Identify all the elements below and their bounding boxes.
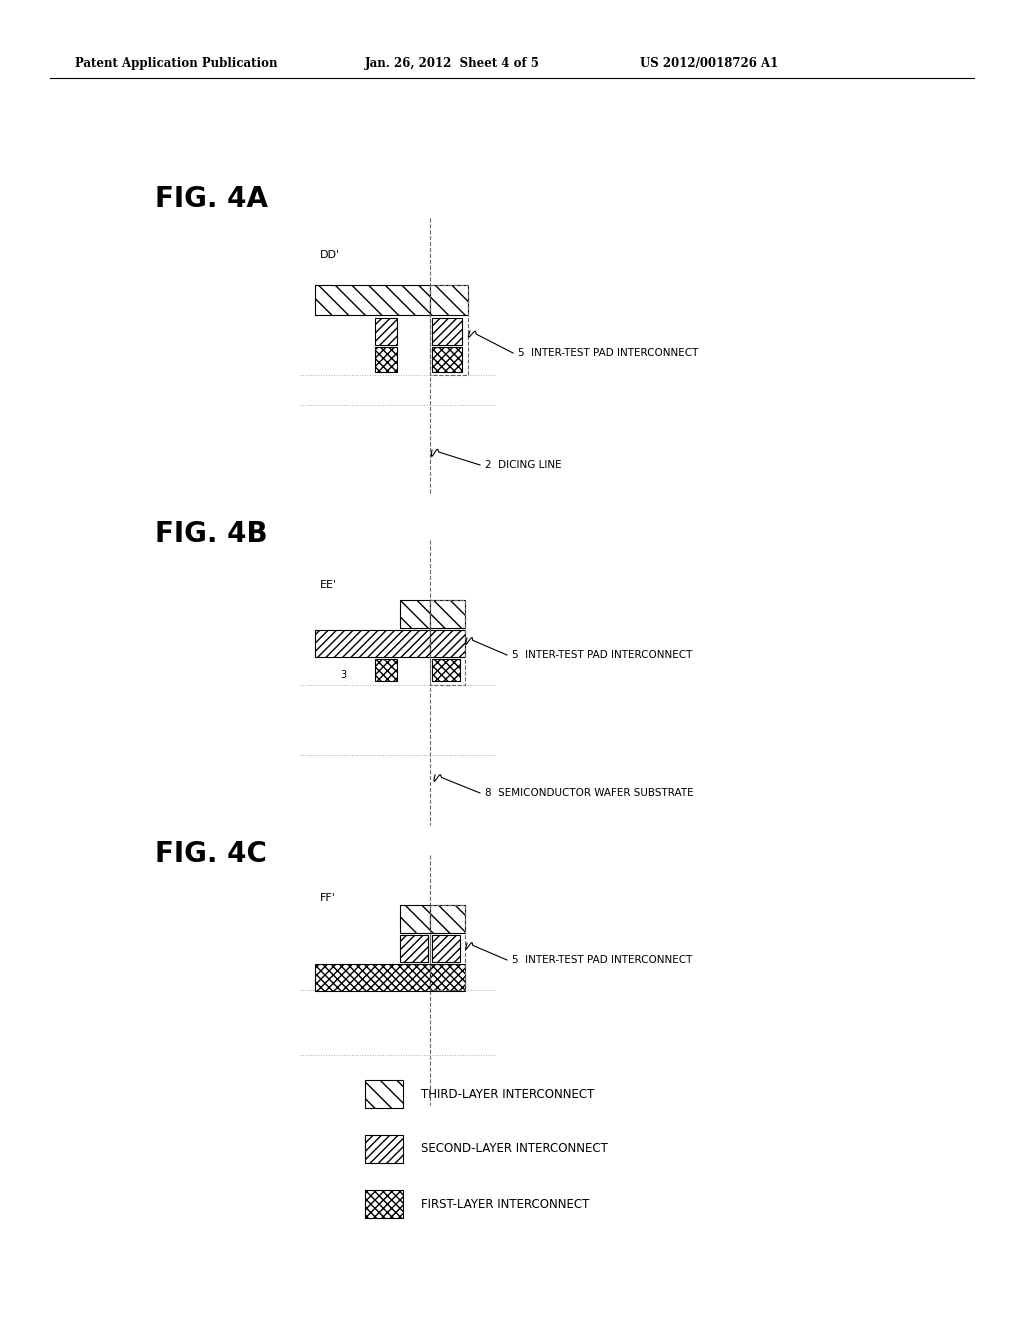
Text: 5  INTER-TEST PAD INTERCONNECT: 5 INTER-TEST PAD INTERCONNECT xyxy=(518,348,698,358)
Bar xyxy=(375,659,397,681)
Bar xyxy=(430,906,465,990)
Text: THIRD-LAYER INTERCONNECT: THIRD-LAYER INTERCONNECT xyxy=(421,1088,594,1101)
Text: FF': FF' xyxy=(319,894,336,903)
Bar xyxy=(432,347,462,372)
Text: FIG. 4B: FIG. 4B xyxy=(155,520,267,548)
Bar xyxy=(315,630,430,657)
Bar xyxy=(432,935,460,962)
Bar xyxy=(375,347,397,372)
Bar xyxy=(400,601,430,628)
Bar xyxy=(430,601,465,628)
Text: SECOND-LAYER INTERCONNECT: SECOND-LAYER INTERCONNECT xyxy=(421,1143,608,1155)
Text: Patent Application Publication: Patent Application Publication xyxy=(75,57,278,70)
Text: 5  INTER-TEST PAD INTERCONNECT: 5 INTER-TEST PAD INTERCONNECT xyxy=(512,954,692,965)
Bar xyxy=(430,964,465,991)
Text: 3: 3 xyxy=(340,671,346,680)
Text: DD': DD' xyxy=(319,249,340,260)
Bar xyxy=(400,906,430,933)
Text: 5  INTER-TEST PAD INTERCONNECT: 5 INTER-TEST PAD INTERCONNECT xyxy=(512,649,692,660)
Bar xyxy=(375,318,397,345)
Text: 2  DICING LINE: 2 DICING LINE xyxy=(485,459,561,470)
Bar xyxy=(430,630,465,657)
Bar xyxy=(365,1191,403,1218)
Text: FIG. 4A: FIG. 4A xyxy=(155,185,268,213)
Bar xyxy=(430,285,468,315)
Bar xyxy=(315,285,430,315)
Bar xyxy=(315,964,430,991)
Text: 8  SEMICONDUCTOR WAFER SUBSTRATE: 8 SEMICONDUCTOR WAFER SUBSTRATE xyxy=(485,788,693,799)
Bar xyxy=(432,659,460,681)
Bar xyxy=(432,318,462,345)
Text: FIG. 4C: FIG. 4C xyxy=(155,840,267,869)
Bar xyxy=(365,1080,403,1107)
Bar xyxy=(365,1135,403,1163)
Text: US 2012/0018726 A1: US 2012/0018726 A1 xyxy=(640,57,778,70)
Bar xyxy=(430,601,465,685)
Bar xyxy=(430,285,468,375)
Text: Jan. 26, 2012  Sheet 4 of 5: Jan. 26, 2012 Sheet 4 of 5 xyxy=(365,57,540,70)
Text: FIRST-LAYER INTERCONNECT: FIRST-LAYER INTERCONNECT xyxy=(421,1197,590,1210)
Bar xyxy=(430,906,465,933)
Text: EE': EE' xyxy=(319,579,337,590)
Bar xyxy=(400,935,428,962)
